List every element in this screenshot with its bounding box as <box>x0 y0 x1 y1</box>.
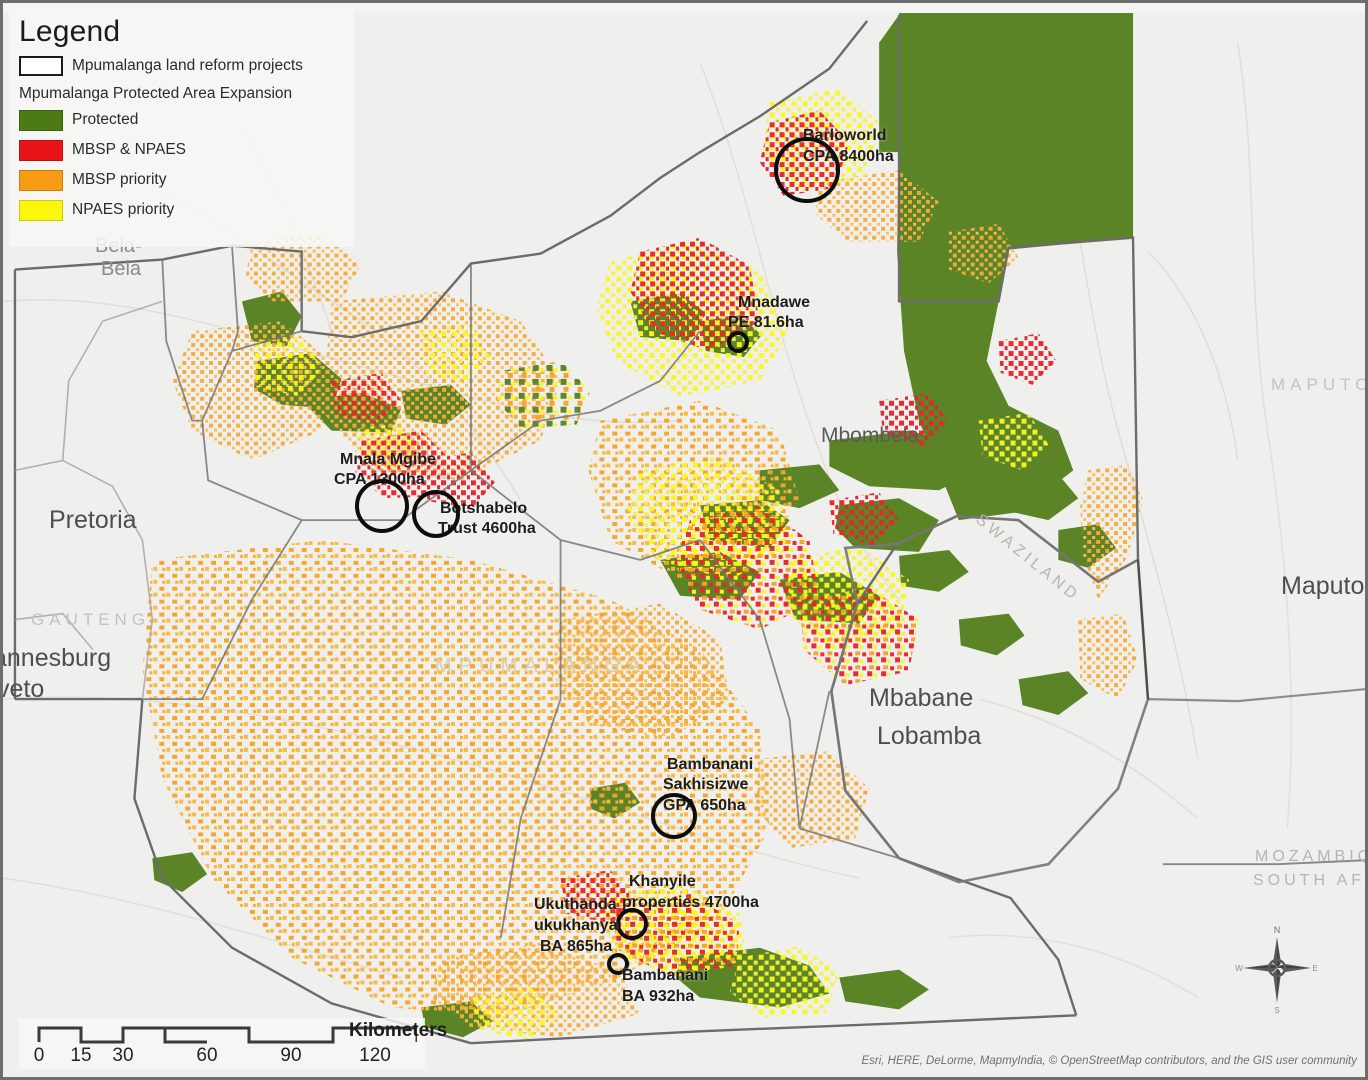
project-mnadawe-size: PE 81.6ha <box>728 314 804 331</box>
compass-rose-icon: N S E W <box>1235 925 1317 1013</box>
scale-tick-0: 0 <box>33 1045 45 1066</box>
scale-tick-15: 15 <box>70 1045 92 1066</box>
scale-bar-unit: Kilometers <box>349 1020 448 1041</box>
legend-swatch-land-reform-outline <box>19 56 63 76</box>
compass-north-label: N <box>1274 925 1281 935</box>
legend-label-npaes: NPAES priority <box>72 201 175 218</box>
legend-row-npaes[interactable]: NPAES priority <box>19 197 344 223</box>
place-label-soweto: veto <box>0 675 45 703</box>
project-ukuthanda-size: BA 865ha <box>540 938 613 955</box>
compass-east-label: E <box>1312 964 1317 973</box>
project-botshabelo-size: Trust 4600ha <box>438 520 536 537</box>
place-label-pretoria: Pretoria <box>49 506 137 534</box>
project-khanyile-ring[interactable] <box>616 908 648 940</box>
legend-label-mbsp-npaes: MBSP & NPAES <box>72 141 186 158</box>
project-barloworld-ring[interactable] <box>774 137 840 203</box>
project-botshabelo-ring[interactable] <box>412 490 460 538</box>
scale-tick-120: 120 <box>359 1045 391 1066</box>
scale-tick-30: 30 <box>112 1045 134 1066</box>
legend-group-heading: Mpumalanga Protected Area Expansion <box>19 85 293 102</box>
map-canvas[interactable] <box>3 3 1365 1077</box>
place-label-mbabane: Mbabane <box>869 684 974 712</box>
legend-row-mbsp[interactable]: MBSP priority <box>19 167 344 193</box>
project-bambanani-sakhisizwe-ring[interactable] <box>651 793 697 839</box>
place-label-maputo-province: MAPUTO <box>1271 375 1368 394</box>
project-mnala-mgibe-name: Mnala Mgibe <box>340 451 437 468</box>
project-khanyile-name: Khanyile <box>629 873 696 890</box>
map-attribution: Esri, HERE, DeLorme, MapmyIndia, © OpenS… <box>861 1055 1357 1067</box>
place-label-mozambique: MOZAMBIQUE <box>1255 848 1365 865</box>
project-khanyile-size: properties 4700ha <box>622 894 759 911</box>
place-label-south-africa: SOUTH AFRICA <box>1253 872 1366 889</box>
legend-row-mbsp-npaes[interactable]: MBSP & NPAES <box>19 137 344 163</box>
compass-south-label: S <box>1274 1006 1279 1013</box>
project-mnadawe-ring[interactable] <box>727 331 749 353</box>
project-ukuthanda-line2: ukukhanya <box>534 917 618 934</box>
project-bambanani-ba-name: Bambanani <box>622 967 709 984</box>
scale-bar-graphic <box>27 1022 419 1044</box>
place-label-maputo-city: Maputo <box>1281 572 1365 600</box>
scale-tick-90: 90 <box>280 1045 302 1066</box>
place-label-gauteng: GAUTENG <box>31 610 151 629</box>
project-bambanani-sakhisizwe-name: Bambanani <box>667 756 754 773</box>
legend-row-land-reform[interactable]: Mpumalanga land reform projects <box>19 53 344 79</box>
place-label-mpumalanga: MPUMALANGA <box>435 655 648 677</box>
project-mnadawe-name: Mnadawe <box>738 294 811 311</box>
legend-row-protected[interactable]: Protected <box>19 107 344 133</box>
scale-tick-60: 60 <box>196 1045 218 1066</box>
legend-title: Legend <box>19 15 121 48</box>
project-bambanani-ba-ring[interactable] <box>607 953 629 975</box>
place-label-bela-bela-2: Bela <box>101 258 142 280</box>
scale-bar-labels: 0 15 30 60 90 120 <box>27 1045 417 1067</box>
legend-swatch-npaes <box>19 199 63 221</box>
project-bambanani-sakhisizwe-line2: Sakhisizwe <box>663 776 749 793</box>
legend-label-protected: Protected <box>72 111 139 128</box>
legend-swatch-mbsp-npaes <box>19 139 63 161</box>
scale-bar: 0 15 30 60 90 120 Kilometers <box>19 1018 447 1069</box>
project-ukuthanda-name: Ukuthanda <box>534 896 617 913</box>
legend-label-land-reform: Mpumalanga land reform projects <box>72 57 303 74</box>
project-barloworld-name: Barloworld <box>803 127 887 144</box>
place-label-johannesburg: annesburg <box>0 644 112 672</box>
legend-label-mbsp: MBSP priority <box>72 171 167 188</box>
legend-swatch-protected <box>19 109 63 131</box>
place-label-lobamba: Lobamba <box>877 722 982 750</box>
legend-panel: Legend Mpumalanga land reform projects M… <box>9 9 354 247</box>
legend-swatch-mbsp <box>19 169 63 191</box>
place-label-mbombela: Mbombela <box>821 424 920 447</box>
project-botshabelo-name: Botshabelo <box>440 500 528 517</box>
project-mnala-mgibe-ring[interactable] <box>355 479 409 533</box>
compass-west-label: W <box>1235 964 1243 973</box>
project-bambanani-ba-size: BA 932ha <box>622 988 695 1005</box>
